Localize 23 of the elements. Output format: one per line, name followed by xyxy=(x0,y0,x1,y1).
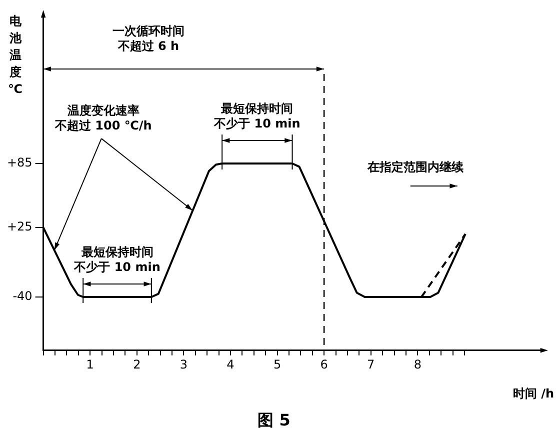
x-tick-label: 5 xyxy=(273,358,282,372)
annotation: 不少于 10 min xyxy=(73,260,160,274)
annotation: 不少于 10 min xyxy=(213,116,300,131)
x-tick-label: 3 xyxy=(180,358,188,372)
annotation: 不超过 6 h xyxy=(116,39,180,54)
text: 图 5 xyxy=(258,410,290,430)
annotation: 在指定范围内继续 xyxy=(366,160,464,174)
y-axis-title: 电池温度℃ xyxy=(8,14,23,96)
annotation: 一次循环时间 xyxy=(112,24,184,38)
annotation: 最短保持时间 xyxy=(220,102,294,116)
x-tick-label: 1 xyxy=(86,358,94,372)
x-tick-label: 7 xyxy=(367,358,375,372)
y-tick-label: -40 xyxy=(12,289,32,304)
annotation: 温度变化速率 xyxy=(66,104,140,118)
x-tick-label: 4 xyxy=(226,358,234,372)
x-axis-title: 时间 /h xyxy=(512,386,554,401)
x-tick-label: 6 xyxy=(320,358,328,372)
x-tick-label: 2 xyxy=(133,358,141,372)
y-tick-label: +85 xyxy=(6,156,32,170)
x-tick-label: 8 xyxy=(414,358,422,372)
annotation: 最短保持时间 xyxy=(80,245,154,260)
y-tick-label: +25 xyxy=(6,220,32,234)
annotation: 不超过 100 ℃/h xyxy=(54,118,152,133)
